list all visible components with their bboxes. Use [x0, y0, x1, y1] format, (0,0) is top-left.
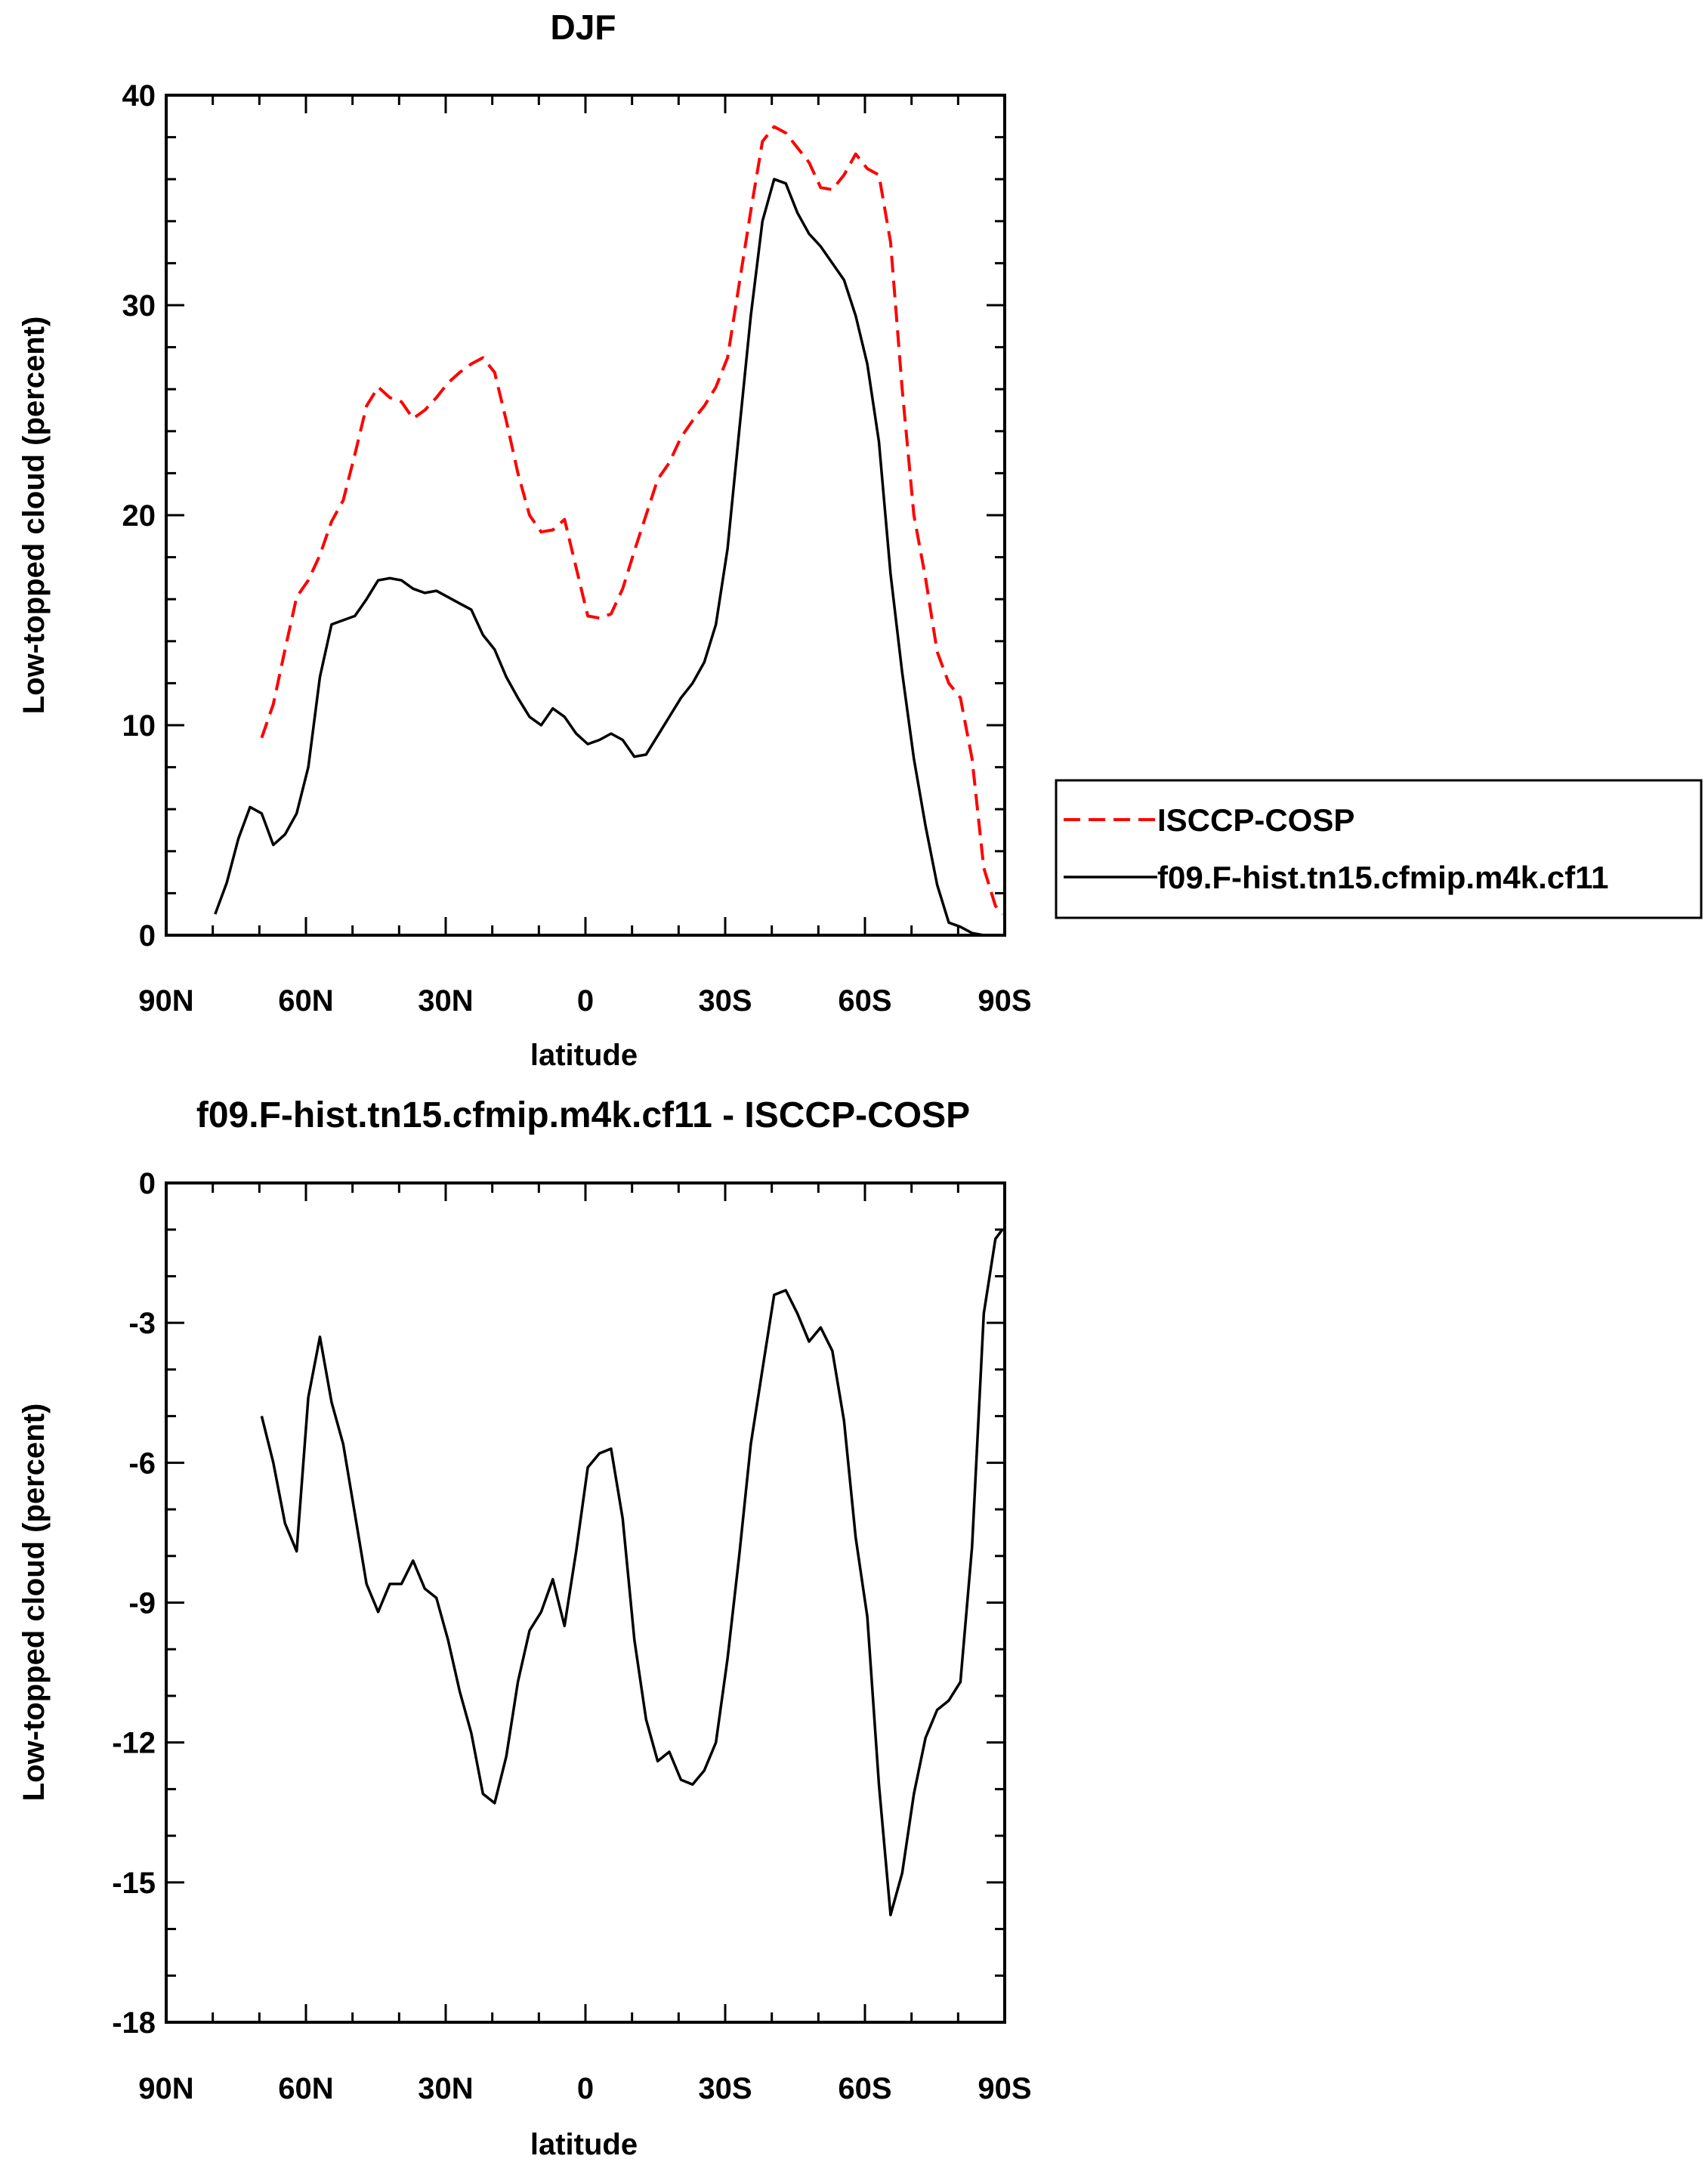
djf-y-tick-label-40: 40 [122, 79, 156, 113]
difference-y-tick-label-3: -3 [128, 1307, 156, 1340]
difference-y-tick-label-12: -12 [112, 1727, 156, 1760]
difference-x-tick-label-60s: 60S [838, 2072, 891, 2105]
difference-y-tick-label-0: 0 [139, 1167, 156, 1200]
djf-y-tick-label-10: 10 [122, 709, 156, 743]
model-line [214, 178, 1002, 937]
djf-x-tick-label-60n: 60N [278, 984, 333, 1018]
djf-x-tick-label-60s: 60S [838, 984, 891, 1018]
djf-x-tick-label-30s: 30S [698, 984, 752, 1018]
difference-plot-frame [165, 1181, 1006, 2024]
djf-x-tick-label-90s: 90S [978, 984, 1031, 1018]
djf-tick-marks [165, 94, 1006, 937]
djf-x-axis-label: latitude [530, 1039, 638, 1072]
djf-x-tick-label-90n: 90N [138, 984, 193, 1018]
djf-plot-frame [165, 94, 1006, 937]
legend-label-model: f09.F-hist.tn15.cfmip.m4k.cf11 [1157, 860, 1609, 895]
difference-title: f09.F-hist.tn15.cfmip.m4k.cf11 - ISCCP-C… [196, 1095, 970, 1135]
djf-x-tick-label-30n: 30N [418, 984, 473, 1018]
difference-y-tick-label-18: -18 [112, 2006, 156, 2040]
difference-tick-marks [165, 1181, 1006, 2024]
difference-y-tick-label-9: -9 [128, 1587, 156, 1620]
difference-panel: f09.F-hist.tn15.cfmip.m4k.cf11 - ISCCP-C… [17, 1095, 1032, 2161]
djf-y-tick-label-20: 20 [122, 499, 156, 533]
difference-x-tick-label-60n: 60N [278, 2072, 333, 2105]
difference-y-tick-labels: 0 -3 -6 -9 -12 -15 -18 [112, 1167, 156, 2040]
difference-y-axis-label: Low-topped cloud (percent) [17, 1404, 51, 1802]
djf-x-tick-labels: 90N 60N 30N 0 30S 60S 90S [138, 984, 1031, 1018]
difference-line [260, 1228, 1004, 1916]
difference-x-tick-label-90s: 90S [978, 2072, 1031, 2105]
isccp-cosp-line [260, 125, 1004, 916]
djf-title: DJF [551, 8, 616, 47]
djf-x-tick-label-0: 0 [577, 984, 594, 1018]
difference-x-tick-label-90n: 90N [138, 2072, 193, 2105]
djf-y-axis-label: Low-topped cloud (percent) [17, 317, 51, 715]
djf-y-tick-label-0: 0 [139, 919, 156, 953]
difference-x-tick-labels: 90N 60N 30N 0 30S 60S 90S [138, 2072, 1031, 2105]
difference-y-tick-label-6: -6 [128, 1447, 156, 1480]
djf-y-tick-labels: 0 10 20 30 40 [122, 79, 156, 953]
djf-y-tick-label-30: 30 [122, 289, 156, 323]
difference-x-tick-label-0: 0 [577, 2072, 594, 2105]
djf-panel: DJF 0 10 20 30 40 90N 60N 30N 0 30S 60S 90S Low-to… [17, 8, 1703, 1072]
difference-x-axis-label: latitude [530, 2128, 638, 2161]
legend-box [1055, 779, 1703, 919]
difference-x-tick-label-30n: 30N [418, 2072, 473, 2105]
legend-label-isccp-cosp: ISCCP-COSP [1157, 802, 1354, 838]
legend: ISCCP-COSP f09.F-hist.tn15.cfmip.m4k.cf1… [1055, 779, 1703, 919]
difference-y-tick-label-15: -15 [112, 1867, 156, 1900]
difference-x-tick-label-30s: 30S [698, 2072, 752, 2105]
